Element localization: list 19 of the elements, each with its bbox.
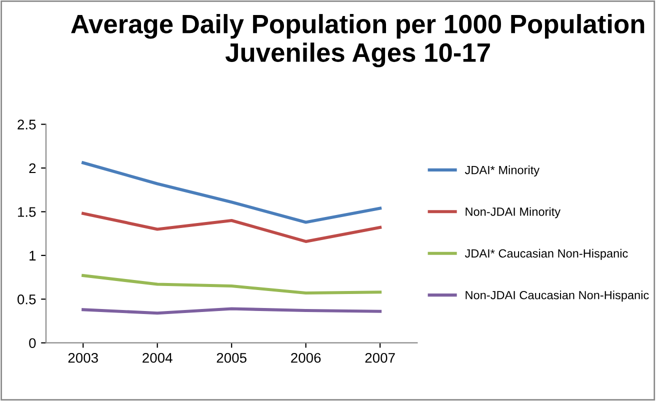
y-tick-label: 2.5 (18, 120, 36, 130)
x-tick-label: 2003 (68, 352, 98, 363)
y-tick-label: 0 (29, 338, 36, 348)
chart-title: Average Daily Population per 1000 Population Juveniles Ages 10-17 (71, 14, 644, 68)
legend-label: JDAI* Caucasian Non-Hispanic (464, 248, 628, 260)
x-tick-label: 2005 (216, 352, 246, 363)
line-series (82, 161, 382, 224)
y-tick-label: 1 (30, 250, 36, 260)
line-series (82, 274, 382, 295)
line-series (82, 212, 382, 243)
legend-label: Non-JDAI Caucasian Non-Hispanic (466, 290, 649, 302)
y-tick-label: 2 (29, 163, 36, 174)
x-tick-label: 2006 (291, 352, 321, 363)
x-tick-label: 2004 (142, 352, 172, 363)
y-tick-label: 0.5 (18, 294, 36, 304)
legend-label: Non-JDAI Minority (466, 207, 561, 218)
y-tick-label: 1.5 (18, 207, 36, 217)
legend-label: JDAI* Minority (464, 166, 540, 177)
x-tick-label: 2007 (365, 352, 395, 363)
